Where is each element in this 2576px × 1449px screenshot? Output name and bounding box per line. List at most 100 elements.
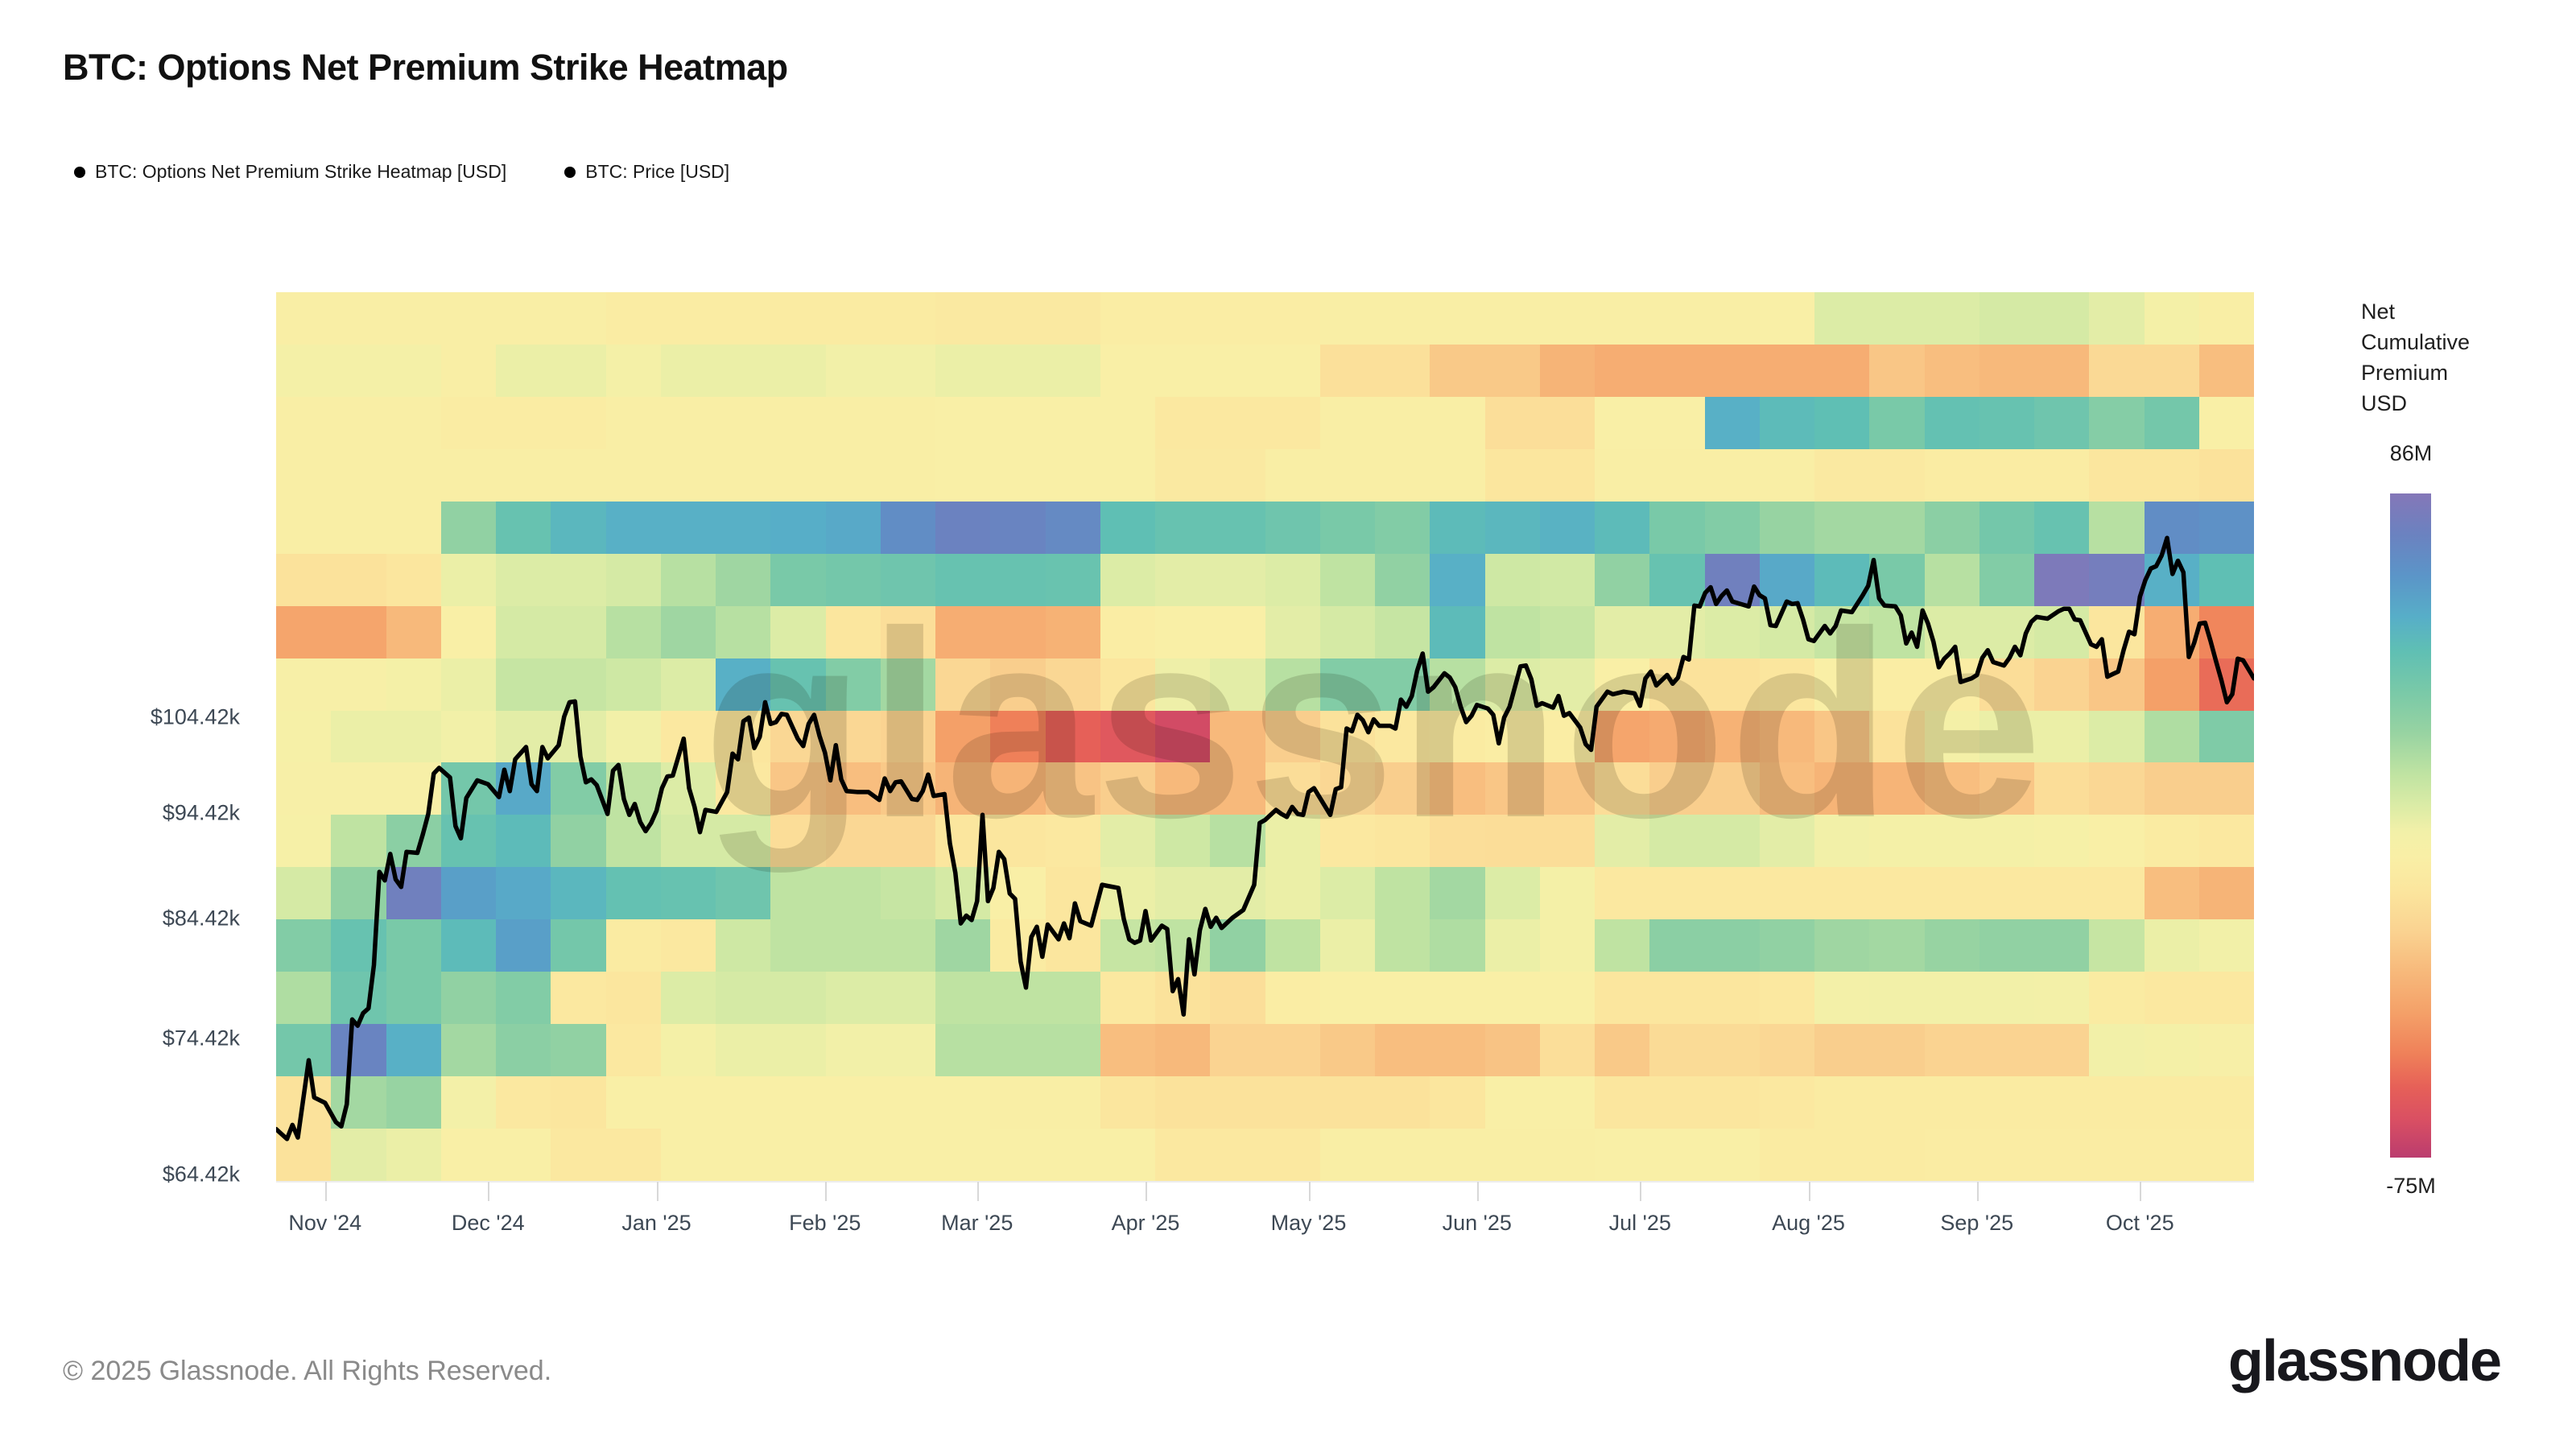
heatmap-cell	[2034, 972, 2090, 1025]
heatmap-cell	[331, 762, 386, 815]
heatmap-cell	[276, 658, 332, 711]
heatmap-cell	[990, 292, 1046, 345]
x-axis-label: Mar '25	[941, 1211, 1013, 1235]
heatmap-cell	[1979, 710, 2034, 763]
heatmap-cell	[2034, 762, 2090, 815]
heatmap-cell	[2034, 553, 2090, 606]
heatmap-cell	[1704, 867, 1760, 920]
heatmap-cell	[1210, 1129, 1265, 1181]
heatmap-cell	[386, 396, 441, 449]
heatmap-cell	[605, 1076, 661, 1129]
heatmap-cell	[1430, 1076, 1485, 1129]
heatmap-cell	[551, 815, 606, 868]
heatmap-cell	[1210, 501, 1265, 554]
heatmap-cell	[1924, 710, 1979, 763]
heatmap-cell	[990, 553, 1046, 606]
heatmap-cell	[880, 448, 935, 502]
heatmap-cell	[440, 1129, 496, 1181]
heatmap-cell	[1045, 815, 1100, 868]
heatmap-cell	[1539, 762, 1595, 815]
heatmap-cell	[1265, 448, 1320, 502]
heatmap-cell	[716, 972, 771, 1025]
heatmap-row	[276, 344, 2254, 397]
colorbar-gradient	[2390, 493, 2431, 1158]
heatmap-cell	[1484, 919, 1540, 972]
heatmap-cell	[2034, 710, 2090, 763]
heatmap-cell	[990, 1024, 1046, 1077]
heatmap-cell	[1924, 867, 1979, 920]
heatmap-cell	[935, 919, 991, 972]
heatmap-cell	[1375, 762, 1430, 815]
heatmap-cell	[935, 1076, 991, 1129]
heatmap-cell	[2198, 972, 2254, 1025]
price-line-chart	[276, 535, 2254, 1141]
heatmap-cell	[1430, 1024, 1485, 1077]
heatmap-cell	[276, 1024, 332, 1077]
heatmap-cell	[496, 553, 551, 606]
heatmap-cell	[1814, 1076, 1870, 1129]
heatmap-cell	[1045, 710, 1100, 763]
heatmap-cell	[2034, 815, 2090, 868]
heatmap-cell	[1100, 396, 1155, 449]
heatmap-cell	[1979, 815, 2034, 868]
heatmap-cell	[1649, 1076, 1705, 1129]
legend-item-heatmap[interactable]: BTC: Options Net Premium Strike Heatmap …	[74, 161, 506, 183]
heatmap-cell	[1704, 448, 1760, 502]
heatmap-cell	[1924, 1024, 1979, 1077]
colorbar-title-line: Cumulative	[2361, 330, 2471, 354]
heatmap-cell	[1595, 553, 1650, 606]
heatmap-cell	[1704, 919, 1760, 972]
heatmap-cell	[1924, 292, 1979, 345]
heatmap-cell	[386, 553, 441, 606]
heatmap-cell	[1319, 344, 1375, 397]
heatmap-cell	[2144, 919, 2199, 972]
heatmap-cell	[2034, 448, 2090, 502]
heatmap-cell	[551, 448, 606, 502]
heatmap-cell	[990, 605, 1046, 658]
heatmap-cell	[1484, 972, 1540, 1025]
heatmap-cell	[331, 658, 386, 711]
heatmap-cell	[660, 1024, 716, 1077]
heatmap-cell	[440, 972, 496, 1025]
heatmap-cell	[1759, 972, 1814, 1025]
heatmap-cell	[825, 448, 881, 502]
heatmap-cell	[1704, 605, 1760, 658]
heatmap-cell	[990, 448, 1046, 502]
heatmap-cell	[2144, 815, 2199, 868]
heatmap-cell	[935, 396, 991, 449]
heatmap-cell	[1649, 448, 1705, 502]
heatmap-cell	[1759, 710, 1814, 763]
heatmap-cell	[1979, 292, 2034, 345]
heatmap-cell	[2089, 710, 2145, 763]
heatmap-cell	[1869, 919, 1925, 972]
heatmap-cell	[1319, 605, 1375, 658]
heatmap-cell	[2198, 919, 2254, 972]
heatmap-cell	[880, 605, 935, 658]
x-axis-tick	[1976, 1182, 1979, 1201]
heatmap-cell	[716, 292, 771, 345]
heatmap-cell	[440, 553, 496, 606]
heatmap-cell	[1704, 1076, 1760, 1129]
heatmap-cell	[716, 658, 771, 711]
heatmap-row	[276, 396, 2254, 449]
heatmap-cell	[1265, 396, 1320, 449]
heatmap-cell	[2034, 396, 2090, 449]
heatmap-cell	[1100, 344, 1155, 397]
heatmap-cell	[386, 972, 441, 1025]
heatmap-cell	[1375, 867, 1430, 920]
heatmap-cell	[1924, 1129, 1979, 1181]
legend-item-price[interactable]: BTC: Price [USD]	[564, 161, 729, 183]
heatmap-cell	[1484, 762, 1540, 815]
heatmap-cell	[276, 972, 332, 1025]
heatmap-cell	[1595, 710, 1650, 763]
heatmap-cell	[1265, 344, 1320, 397]
heatmap-cell	[1539, 1076, 1595, 1129]
heatmap-cell	[825, 867, 881, 920]
y-axis-label: $94.42k	[162, 800, 240, 825]
heatmap-cell	[1319, 553, 1375, 606]
plot-area[interactable]: glassnode	[276, 292, 2254, 1183]
heatmap-cell	[605, 919, 661, 972]
heatmap-cell	[1155, 448, 1211, 502]
heatmap-cell	[1539, 553, 1595, 606]
heatmap-cell	[1869, 292, 1925, 345]
